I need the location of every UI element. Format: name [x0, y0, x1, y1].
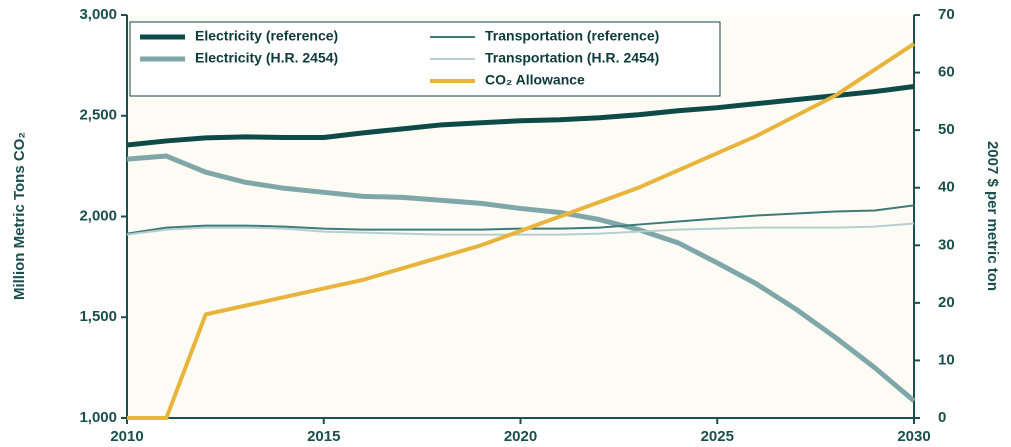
y2-tick-label: 10: [938, 351, 955, 368]
series-line: [126, 153, 916, 403]
y-tick-label: 1,500: [79, 308, 117, 325]
legend-label: Electricity (reference): [195, 28, 338, 44]
y-tick-label: 1,000: [79, 409, 117, 426]
legend-box: [129, 21, 721, 97]
y-axis-label: Million Metric Tons CO₂: [11, 132, 28, 300]
x-tick-label: 2010: [110, 428, 143, 445]
y-tick-label: 2,000: [79, 207, 117, 224]
series-line: [127, 42, 916, 420]
series-line: [126, 204, 915, 235]
y2-tick-label: 20: [938, 294, 955, 311]
y2-tick-label: 70: [938, 6, 955, 23]
y2-tick-label: 40: [938, 179, 955, 196]
x-tick-label: 2030: [897, 428, 930, 445]
legend-label: Transportation (reference): [485, 28, 659, 44]
series-line: [126, 222, 915, 236]
y2-tick-label: 30: [938, 236, 955, 253]
y-tick-label: 3,000: [79, 6, 117, 23]
x-tick-label: 2025: [701, 428, 734, 445]
y2-tick-label: 50: [938, 121, 955, 138]
legend-label: Electricity (H.R. 2454): [195, 50, 338, 66]
x-tick-label: 2020: [504, 428, 537, 445]
y2-tick-label: 0: [938, 409, 946, 426]
x-tick-label: 2015: [307, 428, 340, 445]
y-tick-label: 2,500: [79, 107, 117, 124]
series-line: [126, 84, 915, 148]
legend-label: Transportation (H.R. 2454): [485, 50, 659, 66]
legend-label: CO₂ Allowance: [485, 72, 585, 88]
y2-axis-label: 2007 $ per metric ton: [984, 141, 1001, 291]
y2-tick-label: 60: [938, 64, 955, 81]
